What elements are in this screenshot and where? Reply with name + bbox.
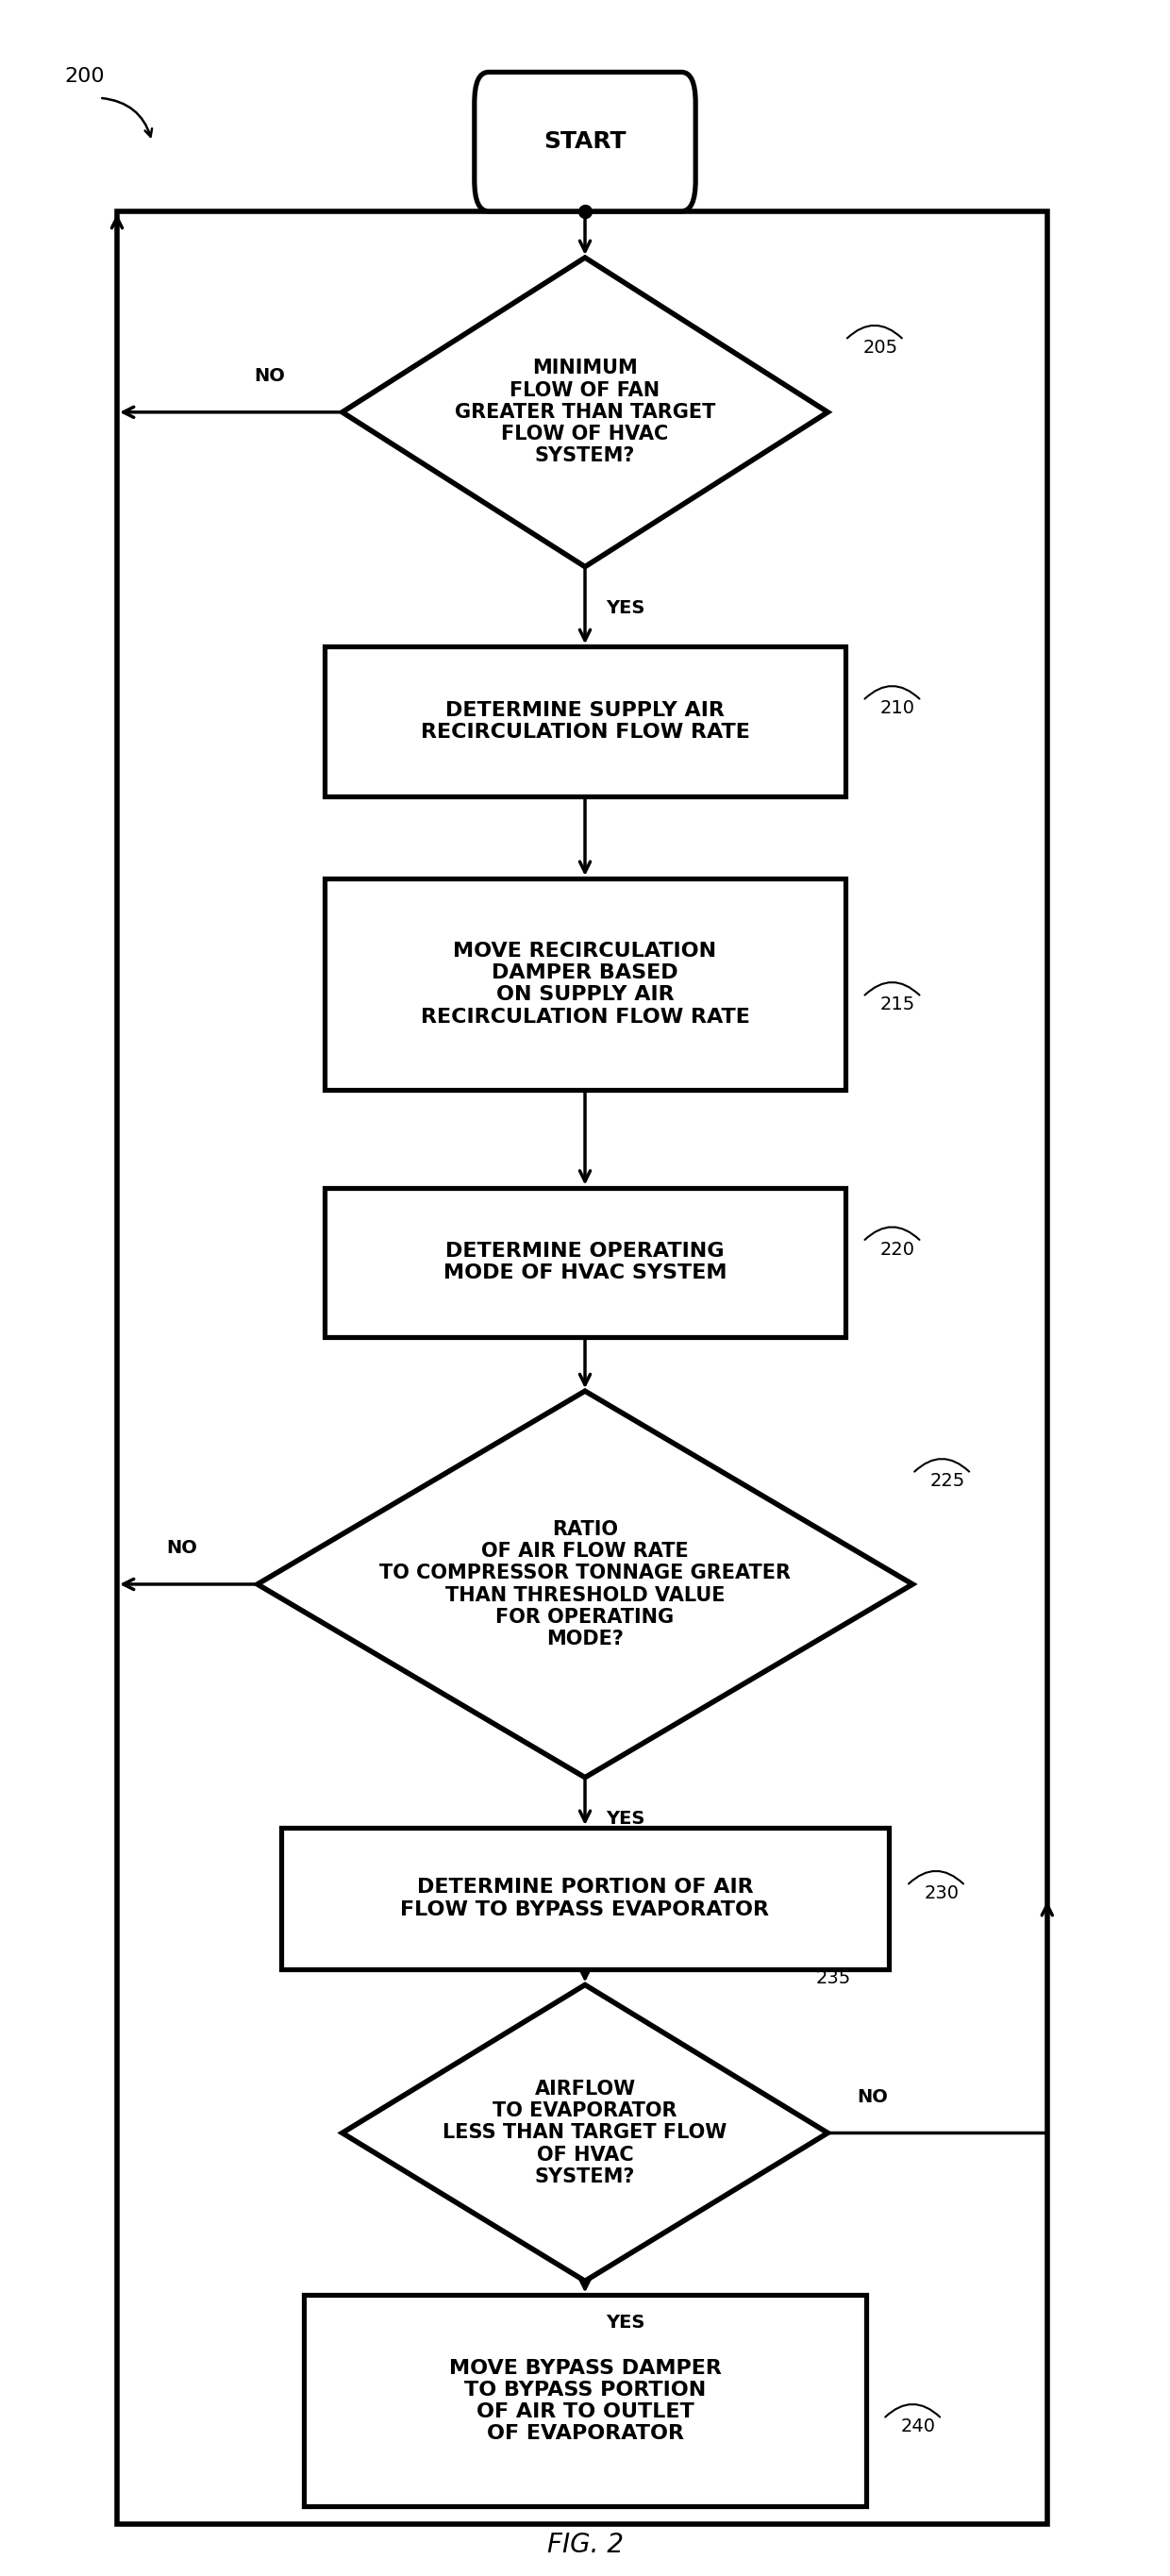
Bar [324,1188,845,1337]
Text: AIRFLOW
TO EVAPORATOR
LESS THAN TARGET FLOW
OF HVAC
SYSTEM?: AIRFLOW TO EVAPORATOR LESS THAN TARGET F… [443,2079,727,2187]
Bar [281,1829,889,1968]
Text: 235: 235 [817,1971,852,1986]
Text: 240: 240 [901,2419,936,2434]
Text: NO: NO [255,368,285,384]
Text: DETERMINE OPERATING
MODE OF HVAC SYSTEM: DETERMINE OPERATING MODE OF HVAC SYSTEM [443,1242,727,1283]
Text: 230: 230 [924,1886,959,1901]
Bar [324,647,845,796]
Text: MOVE RECIRCULATION
DAMPER BASED
ON SUPPLY AIR
RECIRCULATION FLOW RATE: MOVE RECIRCULATION DAMPER BASED ON SUPPL… [420,943,750,1025]
Polygon shape [257,1391,913,1777]
FancyBboxPatch shape [475,72,695,211]
Text: 215: 215 [881,997,916,1012]
Text: RATIO
OF AIR FLOW RATE
TO COMPRESSOR TONNAGE GREATER
THAN THRESHOLD VALUE
FOR OP: RATIO OF AIR FLOW RATE TO COMPRESSOR TON… [379,1520,791,1649]
Text: YES: YES [606,600,645,616]
Text: NO: NO [166,1540,198,1556]
Text: MOVE BYPASS DAMPER
TO BYPASS PORTION
OF AIR TO OUTLET
OF EVAPORATOR: MOVE BYPASS DAMPER TO BYPASS PORTION OF … [449,2360,721,2442]
Text: YES: YES [606,1811,645,1826]
Text: MINIMUM
FLOW OF FAN
GREATER THAN TARGET
FLOW OF HVAC
SYSTEM?: MINIMUM FLOW OF FAN GREATER THAN TARGET … [455,358,715,466]
Bar [324,878,845,1090]
Text: DETERMINE PORTION OF AIR
FLOW TO BYPASS EVAPORATOR: DETERMINE PORTION OF AIR FLOW TO BYPASS … [400,1878,770,1919]
Text: 210: 210 [881,701,915,716]
Text: 220: 220 [881,1242,915,1257]
Text: NO: NO [856,2089,888,2105]
Polygon shape [342,258,828,567]
Text: START: START [544,131,626,152]
Text: 205: 205 [863,340,897,355]
Text: FIG. 2: FIG. 2 [546,2532,624,2558]
Bar [304,2295,866,2506]
Text: 200: 200 [64,67,104,85]
Text: DETERMINE SUPPLY AIR
RECIRCULATION FLOW RATE: DETERMINE SUPPLY AIR RECIRCULATION FLOW … [420,701,750,742]
Polygon shape [342,1984,828,2282]
Text: 225: 225 [930,1473,965,1489]
Text: YES: YES [606,2313,645,2331]
Bar [117,211,1047,2524]
